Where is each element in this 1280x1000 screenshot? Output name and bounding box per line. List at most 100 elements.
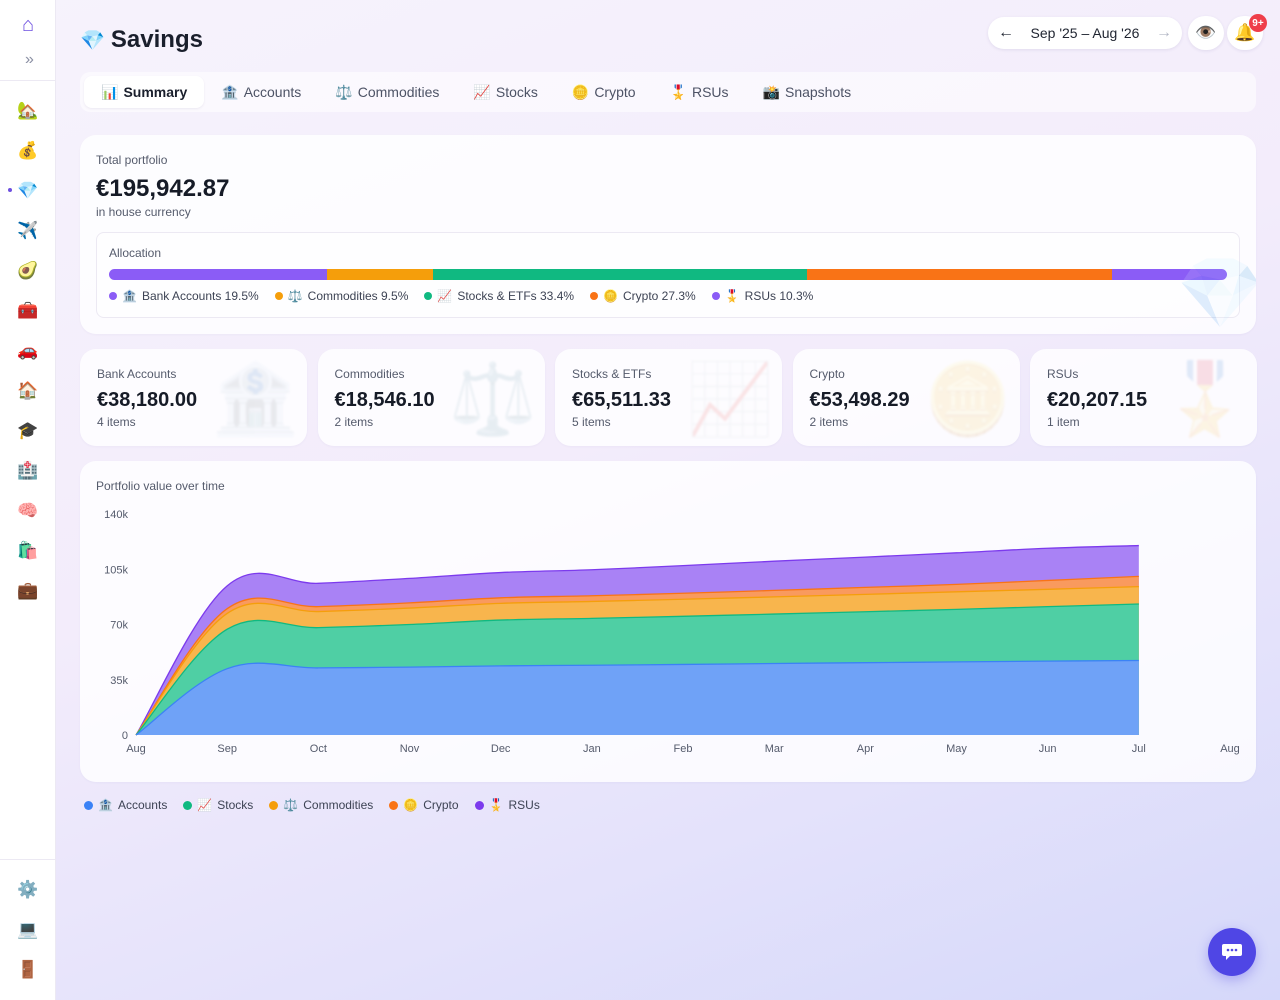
sidebar-item-food[interactable]: 🥑 [0,255,56,287]
arrow-right-icon[interactable]: → [1155,24,1172,41]
y-tick-label: 35k [110,675,128,687]
stat-card-commodities[interactable]: ⚖️ Commodities €18,546.10 2 items [317,349,545,446]
stat-value: €38,180.00 [97,389,198,411]
gem-icon: 💎 [80,29,105,52]
sidebar-item-tools[interactable]: 🧰 [0,295,56,327]
stat-label: Stocks & ETFs [572,367,652,381]
sidebar-item-money[interactable]: 💰 [0,135,56,167]
sidebar-item-shopping[interactable]: 🛍️ [0,535,56,567]
tab-icon: 📊 [101,83,119,100]
stat-card-stocks-etfs[interactable]: 📈 Stocks & ETFs €65,511.33 5 items [555,349,782,446]
sidebar-item-logout[interactable]: 🚪 [0,954,56,986]
stat-value: €18,546.10 [334,389,435,411]
sidebar-item-device[interactable]: 💻 [0,914,56,946]
allocation-label: Commodities 9.5% [307,289,409,303]
arrow-left-icon[interactable]: ← [998,24,1014,41]
tab-commodities[interactable]: ⚖️ Commodities [318,76,456,108]
legend-label: RSUs [508,798,540,812]
stat-count: 2 items [809,415,849,429]
notification-badge: 9+ [1249,14,1267,32]
notifications-button[interactable]: 🔔 9+ [1227,14,1267,50]
legend-dot [84,800,93,810]
tab-icon: ⚖️ [335,83,353,100]
stat-card-rsus[interactable]: 🎖️ RSUs €20,207.15 1 item [1030,349,1257,446]
legend-label: Accounts [117,798,168,812]
legend-label: Crypto [423,798,459,812]
chart-legend-item[interactable]: ⚖️ Commodities [269,798,373,812]
y-tick-label: 0 [122,730,128,742]
portfolio-area-chart: 0 35k 70k 105k 140k Aug Sep Oct Nov Dec Jan Feb Mar A… [104,509,1240,755]
x-tick-label: Aug [126,743,146,755]
tab-stocks[interactable]: 📈 Stocks [456,76,554,108]
page-title-text: Savings [110,26,203,53]
chart-legend-item[interactable]: 🪙 Crypto [389,798,459,812]
allocation-panel: Allocation 🏦 Bank Accounts 19.5% ⚖️ Commodi… [96,232,1240,318]
sidebar-item-health[interactable]: 🏥 [0,455,56,487]
legend-icon: 🪙 [403,798,419,812]
expand-sidebar-icon[interactable]: » [25,51,34,68]
sidebar-item-savings[interactable]: 💎 [0,175,56,207]
allocation-segment [1111,269,1227,280]
stat-card-crypto[interactable]: 🪙 Crypto €53,498.29 2 items [792,349,1020,446]
y-tick-label: 105k [104,564,128,576]
allocation-icon: 🏦 [122,289,137,303]
sidebar-item-mind[interactable]: 🧠 [0,495,56,527]
logo-icon[interactable]: ⌂ [21,13,35,36]
house-garden-icon: 🏡 [17,101,39,120]
sidebar-item-travel[interactable]: ✈️ [0,215,56,247]
watermark-icon: 🎖️ [1161,360,1249,438]
allocation-label: RSUs 10.3% [744,289,814,303]
briefcase-icon: 💼 [17,581,39,600]
allocation-icon: 🎖️ [724,289,740,303]
tab-label: Snapshots [784,84,852,100]
total-portfolio-subtitle: in house currency [96,205,191,219]
tab-label: Commodities [357,84,440,100]
tab-label: Crypto [594,84,636,100]
allocation-legend-item: ⚖️ Commodities 9.5% [274,289,409,303]
x-tick-label: May [946,743,967,755]
y-tick-label: 70k [110,620,128,632]
legend-dot [269,800,279,810]
chart-legend-item[interactable]: 🎖️ RSUs [474,798,540,812]
stat-label: Crypto [809,367,845,381]
sidebar-item-work[interactable]: 💼 [0,575,56,607]
sidebar-item-home[interactable]: 🏡 [0,95,56,127]
tab-snapshots[interactable]: 📸 Snapshots [746,76,869,108]
portfolio-chart-card: Portfolio value over time 0 35k 70k 105k 140… [80,461,1256,782]
allocation-legend-item: 📈 Stocks & ETFs 33.4% [424,289,574,303]
tab-rsus[interactable]: 🎖️ RSUs [653,76,746,108]
chart-legend-item[interactable]: 📈 Stocks [183,798,253,812]
allocation-segment [327,269,434,280]
stat-count: 1 item [1047,415,1080,429]
sidebar-divider [0,80,56,81]
allocation-icon: ⚖️ [287,289,303,303]
allocation-bar [109,269,1227,280]
privacy-toggle-button[interactable]: 👁️ [1188,16,1224,50]
shopping-bags-icon: 🛍️ [17,541,39,560]
avocado-icon: 🥑 [17,261,39,280]
sidebar-item-car[interactable]: 🚗 [0,335,56,367]
watermark-icon: ⚖️ [449,360,537,438]
legend-icon: 📈 [197,798,213,812]
x-tick-label: Dec [491,743,511,755]
chart-legend-item[interactable]: 🏦 Accounts [84,798,167,812]
allocation-legend-item: 🏦 Bank Accounts 19.5% [109,289,259,303]
sidebar-item-education[interactable]: 🎓 [0,415,56,447]
legend-dot [590,292,599,300]
hospital-icon: 🏥 [17,461,39,480]
tab-accounts[interactable]: 🏦 Accounts [204,76,318,108]
tab-icon: 📈 [473,83,491,100]
tab-crypto[interactable]: 🪙 Crypto [555,76,653,108]
tab-icon: 🏦 [221,83,239,100]
allocation-legend-item: 🎖️ RSUs 10.3% [711,289,814,303]
house-icon: 🏠 [17,381,39,400]
sidebar-item-settings[interactable]: ⚙️ [0,874,56,906]
date-range-label: Sep '25 – Aug '26 [1030,25,1140,41]
stat-count: 4 items [97,415,136,429]
tab-summary[interactable]: 📊 Summary [84,76,205,108]
stat-card-bank-accounts[interactable]: 🏦 Bank Accounts €38,180.00 4 items [80,349,307,446]
stat-label: Commodities [334,367,405,381]
legend-label: Stocks [217,798,254,812]
chat-button[interactable] [1208,928,1256,976]
sidebar-item-house[interactable]: 🏠 [0,375,56,407]
